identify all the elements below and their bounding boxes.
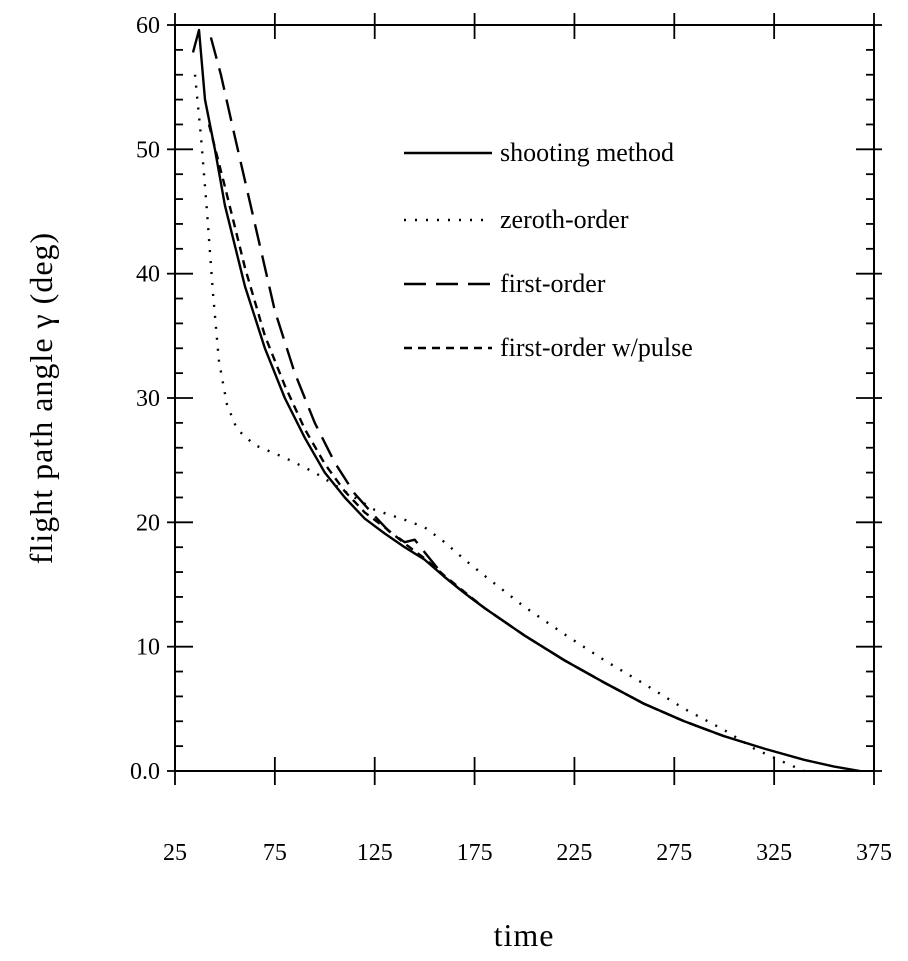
x-tick-label: 25: [163, 840, 187, 866]
y-tick-label: 10: [136, 635, 160, 661]
legend-label-3: first-order: [500, 269, 606, 298]
legend-label-4: first-order w/pulse: [500, 333, 693, 362]
x-tick-label: 325: [756, 840, 792, 866]
x-tick-label: 125: [357, 840, 393, 866]
x-tick-label: 275: [656, 840, 692, 866]
y-tick-label: 30: [136, 386, 160, 412]
x-axis-title: time: [494, 917, 555, 953]
y-axis-title: flight path angle γ (deg): [23, 232, 59, 564]
x-tick-label: 375: [856, 840, 892, 866]
x-tick-label: 75: [263, 840, 287, 866]
y-tick-label: 50: [136, 137, 160, 163]
legend-label-1: shooting method: [500, 138, 674, 167]
y-tick-label: 60: [136, 13, 160, 39]
y-tick-label: 0.0: [130, 759, 160, 785]
y-tick-label: 40: [136, 262, 160, 288]
y-tick-label: 20: [136, 510, 160, 536]
x-tick-label: 225: [556, 840, 592, 866]
legend-label-2: zeroth-order: [500, 205, 629, 234]
x-tick-label: 175: [457, 840, 493, 866]
